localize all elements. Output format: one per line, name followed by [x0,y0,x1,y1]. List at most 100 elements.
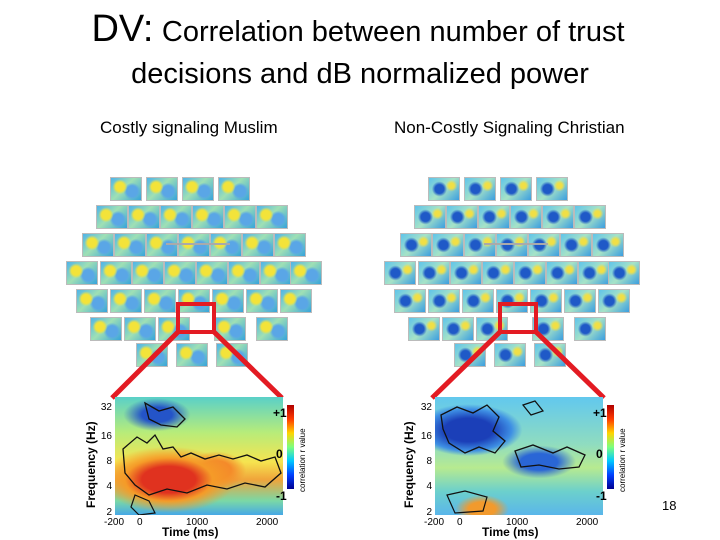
electrode-cell [228,261,260,285]
electrode-cell [574,317,606,341]
y-tick-32-christian: 32 [420,402,432,413]
electrode-cell [178,289,210,313]
x-tick-0-christian: 0 [457,517,463,528]
electrode-cell [164,261,196,285]
electrode-cell [110,177,142,201]
electrode-cell [146,177,178,201]
slide-title-line-1: DV: Correlation between number of trust [0,8,720,52]
electrode-cell [256,205,288,229]
y-tick-4-muslim: 4 [106,481,112,492]
title-prefix: DV: [91,8,154,50]
topo-grid-christian [384,175,640,367]
electrode-cell [110,289,142,313]
electrode-cell [482,261,514,285]
y-tick-4-christian: 4 [426,481,432,492]
electrode-cell [274,233,306,257]
electrode-cell [290,261,322,285]
electrode-cell [192,205,224,229]
electrode-cell [132,261,164,285]
electrode-cell [408,317,440,341]
electrode-cell [442,317,474,341]
electrode-cell [454,343,486,367]
electrode-cell [514,261,546,285]
electrode-cell [432,233,464,257]
electrode-legend-strip [484,243,548,245]
electrode-cell [464,177,496,201]
electrode-cell [500,177,532,201]
electrode-cell [450,261,482,285]
y-tick-2-muslim: 2 [106,507,112,518]
electrode-cell [528,233,560,257]
y-tick-32-muslim: 32 [100,402,112,413]
contour-overlay-christian [440,400,586,514]
electrode-cell [510,205,542,229]
electrode-cell [496,233,528,257]
electrode-cell [394,289,426,313]
colorbar-christian [607,405,614,489]
colorbar-label-christian: correlation r value [618,428,627,492]
x-tick-0-muslim: 0 [137,517,143,528]
electrode-cell [530,289,562,313]
electrode-cell [246,289,278,313]
y-tick-8-muslim: 8 [106,456,112,467]
x-tick-1000-christian: 1000 [506,517,529,528]
electrode-cell [414,205,446,229]
electrode-cell [224,205,256,229]
electrode-cell [446,205,478,229]
x-tick-neg200-muslim: -200 [104,517,125,528]
electrode-cell [212,289,244,313]
electrode-cell [124,317,156,341]
electrode-cell [494,343,526,367]
x-axis-label-muslim: Time (ms) [162,525,219,539]
x-axis-label-christian: Time (ms) [482,525,539,539]
highlight-box-muslim [176,302,216,334]
cbar-tick-zero-muslim: 0 [276,447,283,461]
electrode-cell [146,233,178,257]
electrode-cell [90,317,122,341]
cbar-tick-zero-christian: 0 [596,447,603,461]
y-tick-16-christian: 16 [420,431,432,442]
electrode-cell [242,233,274,257]
electrode-cell [216,343,248,367]
electrode-cell [598,289,630,313]
cbar-tick-min-christian: -1 [596,489,607,503]
electrode-cell [462,289,494,313]
electrode-cell [608,261,640,285]
electrode-cell [100,261,132,285]
y-tick-8-christian: 8 [426,456,432,467]
electrode-cell [464,233,496,257]
tf-map-christian [435,397,603,515]
colorbar-muslim [287,405,294,489]
electrode-cell [534,343,566,367]
y-tick-16-muslim: 16 [100,431,112,442]
electrode-cell [182,177,214,201]
panel-label-christian: Non-Costly Signaling Christian [394,118,625,137]
topo-grid-muslim [66,175,322,367]
y-tick-2-christian: 2 [426,507,432,518]
electrode-cell [214,317,246,341]
x-tick-2000-muslim: 2000 [256,517,279,528]
colorbar-label-muslim: correlation r value [298,428,307,492]
cbar-tick-max-muslim: +1 [273,406,287,420]
electrode-cell [428,177,460,201]
electrode-cell [536,177,568,201]
electrode-cell [478,205,510,229]
electrode-cell [400,233,432,257]
electrode-cell [76,289,108,313]
cbar-tick-min-muslim: -1 [276,489,287,503]
title-rest: Correlation between number of trust [161,16,625,48]
electrode-cell [178,233,210,257]
electrode-cell [144,289,176,313]
electrode-cell [256,317,288,341]
x-tick-1000-muslim: 1000 [186,517,209,528]
electrode-cell [160,205,192,229]
electrode-cell [128,205,160,229]
cbar-tick-max-christian: +1 [593,406,607,420]
electrode-cell [496,289,528,313]
electrode-cell [210,233,242,257]
electrode-cell [260,261,292,285]
tf-map-muslim [115,397,283,515]
electrode-cell [96,205,128,229]
electrode-cell [280,289,312,313]
electrode-legend-strip [166,243,230,245]
